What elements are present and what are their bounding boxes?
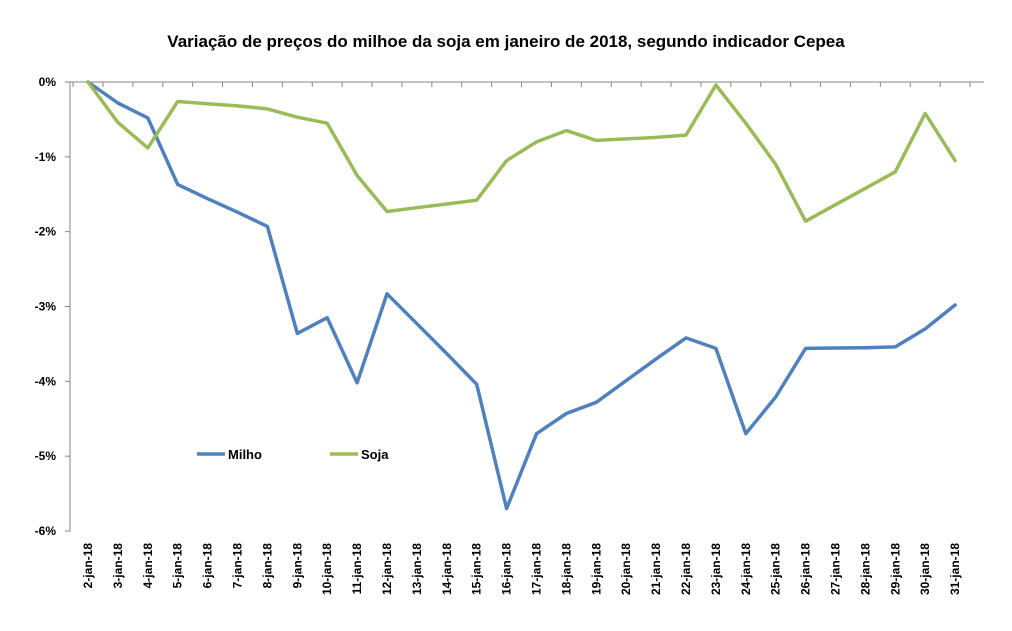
x-tick-label: 21-jan-18: [649, 543, 663, 595]
y-tick-label: 0%: [39, 75, 57, 89]
legend-label-soja: Soja: [361, 447, 389, 462]
y-tick-label: -5%: [35, 449, 57, 463]
x-tick-label: 28-jan-18: [858, 543, 872, 595]
legend: Milho Soja: [197, 447, 389, 462]
x-tick-label: 3-jan-18: [111, 543, 125, 589]
x-tick-label: 31-jan-18: [948, 543, 962, 595]
axes: 0% -1% -2% -3% -4% -5% -6% 2-jan-18 3-jan-18 4-ja…: [35, 75, 984, 595]
x-tick-label: 5-jan-18: [171, 543, 185, 589]
x-tick-label: 25-jan-18: [769, 543, 783, 595]
x-tick-label: 9-jan-18: [290, 543, 304, 589]
x-tick-label: 2-jan-18: [81, 543, 95, 589]
x-tick-label: 6-jan-18: [201, 543, 215, 589]
x-tick-label: 18-jan-18: [559, 543, 573, 595]
x-tick-label: 10-jan-18: [320, 543, 334, 595]
x-tick-label: 14-jan-18: [440, 543, 454, 595]
x-tick-label: 17-jan-18: [530, 543, 544, 595]
x-tick-label: 7-jan-18: [231, 543, 245, 589]
legend-label-milho: Milho: [228, 447, 262, 462]
x-tick-label: 26-jan-18: [799, 543, 813, 595]
x-tick-label: 13-jan-18: [410, 543, 424, 595]
x-tick-label: 11-jan-18: [350, 543, 364, 595]
y-tick-label: -2%: [35, 225, 57, 239]
x-tick-label: 19-jan-18: [589, 543, 603, 595]
y-tick-label: -6%: [35, 524, 57, 538]
y-tick-label: -4%: [35, 374, 57, 388]
y-tick-label: -1%: [35, 150, 57, 164]
x-tick-label: 12-jan-18: [380, 543, 394, 595]
x-tick-label: 29-jan-18: [888, 543, 902, 595]
x-tick-label: 8-jan-18: [260, 543, 274, 589]
x-tick-label: 27-jan-18: [829, 543, 843, 595]
x-tick-label: 15-jan-18: [470, 543, 484, 595]
series-lines: [86, 80, 957, 511]
x-tick-label: 4-jan-18: [141, 543, 155, 589]
chart-title: Variação de preços do milhoe da soja em …: [167, 32, 845, 51]
x-tick-label: 23-jan-18: [709, 543, 723, 595]
x-tick-label: 20-jan-18: [619, 543, 633, 595]
x-tick-label: 16-jan-18: [500, 543, 514, 595]
series-line-soja: [86, 80, 957, 223]
x-tick-label: 24-jan-18: [739, 543, 753, 595]
series-line-milho: [86, 80, 957, 511]
x-tick-label: 30-jan-18: [918, 543, 932, 595]
y-tick-label: -3%: [35, 300, 57, 314]
x-tick-label: 22-jan-18: [679, 543, 693, 595]
